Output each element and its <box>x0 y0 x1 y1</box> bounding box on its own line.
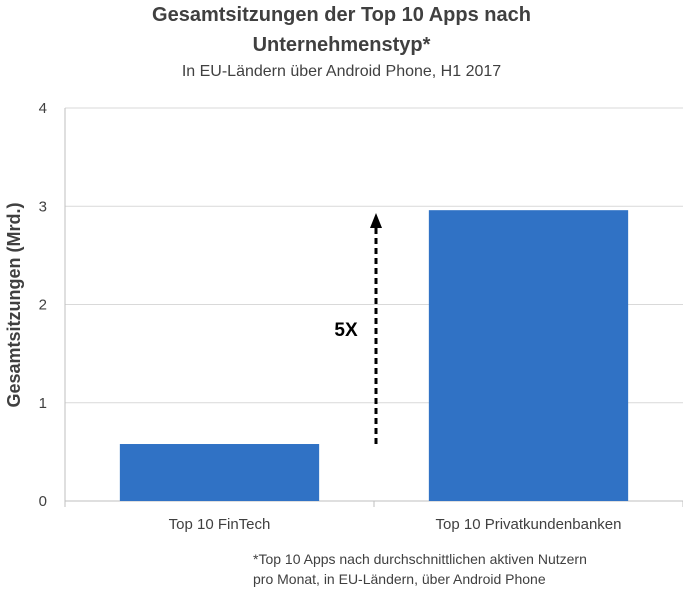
chart-title-line2: Unternehmenstyp* <box>252 34 431 56</box>
chart-title-line1: Gesamtsitzungen der Top 10 Apps nach <box>152 4 531 26</box>
y-tick-label: 0 <box>39 493 47 510</box>
y-tick-labels: 0 1 2 3 4 <box>39 100 47 510</box>
x-tick-label: Top 10 Privatkundenbanken <box>436 516 622 533</box>
y-axis-label: Gesamtsitzungen (Mrd.) <box>4 202 24 407</box>
annotation-arrowhead <box>370 213 382 228</box>
bar <box>119 444 320 501</box>
footnote-line2: pro Monat, in EU-Ländern, über Android P… <box>253 571 546 587</box>
x-tick-label: Top 10 FinTech <box>169 516 271 533</box>
y-tick-label: 1 <box>39 395 47 412</box>
annotation-label: 5X <box>334 320 358 341</box>
footnote: *Top 10 Apps nach durchschnittlichen akt… <box>253 549 587 589</box>
y-tick-label: 2 <box>39 297 47 314</box>
y-tick-label: 4 <box>39 100 47 117</box>
x-tick-labels: Top 10 FinTech Top 10 Privatkundenbanken <box>169 516 622 533</box>
bar <box>428 210 629 501</box>
bars <box>119 210 629 501</box>
chart-subtitle: In EU-Ländern über Android Phone, H1 201… <box>181 63 502 80</box>
y-tick-label: 3 <box>39 198 47 215</box>
footnote-line1: *Top 10 Apps nach durchschnittlichen akt… <box>253 551 587 567</box>
